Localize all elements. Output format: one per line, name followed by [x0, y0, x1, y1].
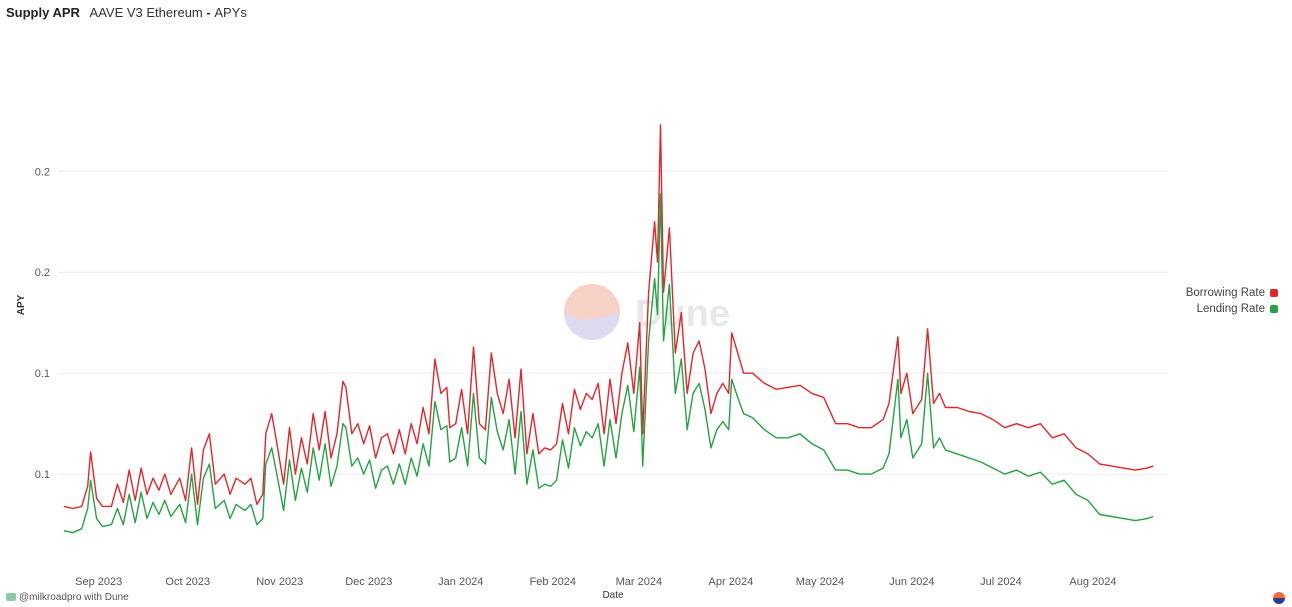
x-tick-label: Jun 2024 [889, 576, 934, 588]
x-tick-label: Nov 2023 [256, 576, 303, 588]
creator-avatar-icon [6, 593, 16, 602]
subtitle-separator: - [202, 5, 215, 20]
subtitle-source: AAVE V3 Ethereum [89, 5, 203, 20]
x-tick-label: Apr 2024 [709, 576, 754, 588]
y-tick-label: 0.2 [35, 166, 50, 178]
series-line-lending-rate[interactable] [63, 192, 1154, 534]
legend-label-lending: Lending Rate [1196, 303, 1265, 315]
x-tick-label: Aug 2024 [1069, 576, 1116, 588]
chart-title: Supply APR [6, 5, 80, 20]
watermark-logo-bottom [564, 312, 620, 340]
x-tick-label: Feb 2024 [530, 576, 576, 588]
grid-lines [58, 170, 1168, 475]
y-axis-ticks: 0.1 0.1 0.2 0.2 [35, 166, 50, 481]
x-axis-ticks: Sep 2023 Oct 2023 Nov 2023 Dec 2023 Jan 2024… [75, 576, 1116, 588]
x-tick-label: Oct 2023 [165, 576, 210, 588]
legend-item-lending[interactable]: Lending Rate [1186, 301, 1278, 317]
y-axis-label: APY [16, 294, 27, 315]
attribution-brand: Dune [104, 592, 129, 603]
subtitle-metric: APYs [214, 5, 247, 20]
legend-label-borrowing: Borrowing Rate [1185, 287, 1265, 299]
x-axis-label: Date [602, 590, 624, 601]
chart-header: Supply APR AAVE V3 Ethereum - APYs [6, 5, 247, 20]
x-tick-label: Sep 2023 [75, 576, 122, 588]
y-tick-label: 0.1 [35, 368, 50, 380]
chart-legend: Borrowing Rate Lending Rate [1186, 285, 1278, 317]
legend-swatch-borrowing [1270, 289, 1278, 297]
watermark: Dune [564, 284, 730, 340]
legend-item-borrowing[interactable]: Borrowing Rate [1186, 285, 1278, 301]
series-line-borrowing-rate[interactable] [63, 124, 1154, 510]
x-tick-label: Dec 2023 [345, 576, 392, 588]
attribution-handle: @milkroadpro with [19, 592, 102, 603]
legend-swatch-lending [1270, 305, 1278, 313]
x-tick-label: Mar 2024 [616, 576, 662, 588]
y-tick-label: 0.2 [35, 267, 50, 279]
x-tick-label: Jul 2024 [980, 576, 1022, 588]
y-tick-label: 0.1 [35, 469, 50, 481]
x-tick-label: Jan 2024 [438, 576, 483, 588]
chart-subtitle: AAVE V3 Ethereum - APYs [90, 5, 247, 20]
series-lines [63, 124, 1154, 534]
attribution: @milkroadpro with Dune [6, 592, 129, 603]
x-tick-label: May 2024 [796, 576, 844, 588]
dune-logo-icon[interactable] [1273, 592, 1285, 604]
